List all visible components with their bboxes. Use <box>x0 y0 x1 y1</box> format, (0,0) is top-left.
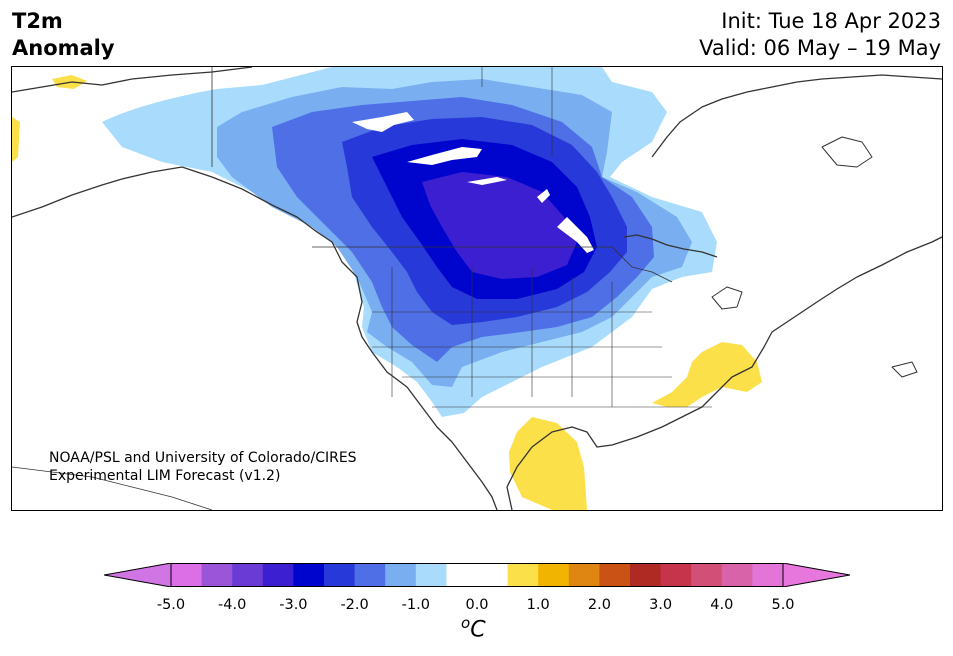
colorbar-tick-label: -4.0 <box>218 597 247 613</box>
colorbar-border <box>170 563 784 587</box>
colorbar-segment <box>630 563 662 587</box>
credit-line-2: Experimental LIM Forecast (v1.2) <box>49 468 281 484</box>
coastline-borders <box>12 67 942 510</box>
lake-shape <box>557 217 594 253</box>
colorbar-tick-label: 0.0 <box>465 597 489 613</box>
colorbar-tick-label: 3.0 <box>649 597 673 613</box>
colorbar-segment <box>752 563 784 587</box>
map-svg <box>12 67 942 510</box>
colorbar <box>104 563 850 587</box>
colorbar-segment <box>477 563 509 587</box>
credit-text: NOAA/PSL and University of Colorado/CIRE… <box>49 449 357 485</box>
colorbar-segment <box>171 563 203 587</box>
anomaly-contour-indigo-core <box>422 172 577 279</box>
colorbar-tick-label: 2.0 <box>587 597 611 613</box>
colorbar-segment <box>568 563 600 587</box>
colorbar-segment <box>507 563 539 587</box>
colorbar-tick-label: -1.0 <box>401 597 430 613</box>
init-date: Init: Tue 18 Apr 2023 <box>721 9 941 33</box>
colorbar-segment <box>232 563 264 587</box>
unit-celsius: C <box>470 617 486 643</box>
colorbar-segment <box>262 563 294 587</box>
colorbar-segment <box>201 563 233 587</box>
colorbar-extend-low <box>104 563 172 587</box>
valid-range: Valid: 06 May – 19 May <box>699 36 941 60</box>
colorbar-tick-label: 5.0 <box>771 597 795 613</box>
colorbar-extend-high <box>782 563 850 587</box>
title-variable: T2m <box>12 9 63 33</box>
colorbar-segment <box>599 563 631 587</box>
colorbar-tick-label: 4.0 <box>710 597 734 613</box>
colorbar-tick-label: 1.0 <box>526 597 550 613</box>
lake-shape <box>467 177 507 185</box>
colorbar-segment <box>691 563 723 587</box>
unit-degree: o <box>461 614 471 632</box>
colorbar-segment <box>721 563 753 587</box>
anomaly-contour-warm-edge <box>12 117 20 162</box>
colorbar-segment <box>538 563 570 587</box>
colorbar-segment <box>446 563 478 587</box>
map-title: T2m Anomaly <box>12 8 115 62</box>
anomaly-contour-warm-mexico <box>509 417 587 510</box>
colorbar-segment <box>385 563 417 587</box>
colorbar-tick-label: -5.0 <box>156 597 186 613</box>
lake-shape <box>537 189 550 203</box>
title-anomaly: Anomaly <box>12 36 115 60</box>
lake-shape <box>407 147 482 165</box>
forecast-dates: Init: Tue 18 Apr 2023 Valid: 06 May – 19… <box>699 8 941 62</box>
credit-line-1: NOAA/PSL and University of Colorado/CIRE… <box>49 450 357 466</box>
lake-shape <box>352 112 414 132</box>
colorbar-segment <box>324 563 356 587</box>
anomaly-contour-warm-southeast <box>652 342 762 407</box>
colorbar-tick-label: -3.0 <box>279 597 308 613</box>
anomaly-map <box>11 66 943 511</box>
unit-label: oC <box>461 614 486 642</box>
colorbar-segment <box>415 563 447 587</box>
colorbar-segment <box>293 563 325 587</box>
colorbar-segment <box>660 563 692 587</box>
colorbar-tick-label: -2.0 <box>340 597 369 613</box>
colorbar-segment <box>354 563 386 587</box>
